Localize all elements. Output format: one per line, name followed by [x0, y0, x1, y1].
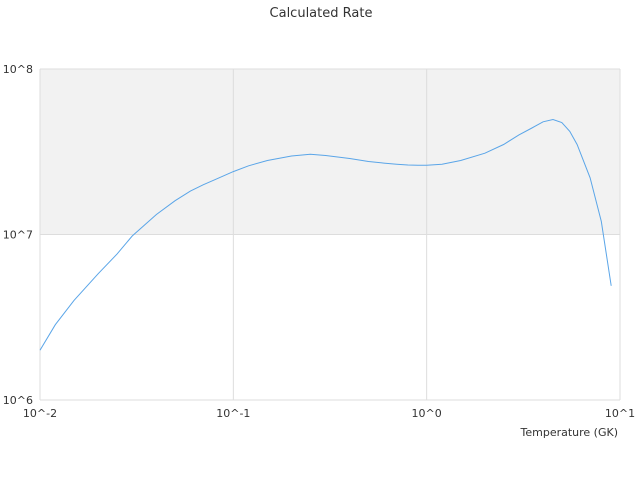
- series-lines: [39, 118, 612, 351]
- x-tick-label: 10^1: [605, 407, 635, 420]
- grid-lines: [39, 68, 621, 401]
- y-tick-label: 10^8: [3, 63, 33, 76]
- shaded-band: [40, 69, 620, 235]
- x-axis-label: Temperature (GK): [520, 426, 619, 439]
- y-tick-label: 10^7: [3, 229, 33, 242]
- rate-line: [39, 118, 612, 351]
- plot-area: [40, 69, 620, 235]
- x-tick-label: 10^0: [412, 407, 442, 420]
- y-tick-label: 10^6: [3, 394, 33, 407]
- x-tick-label: 10^-2: [23, 407, 57, 420]
- chart-title: Calculated Rate: [270, 6, 373, 21]
- x-tick-label: 10^-1: [216, 407, 250, 420]
- tick-labels: 10^-2 10^-1 10^0 10^1 10^6 10^7 10^8: [3, 63, 635, 420]
